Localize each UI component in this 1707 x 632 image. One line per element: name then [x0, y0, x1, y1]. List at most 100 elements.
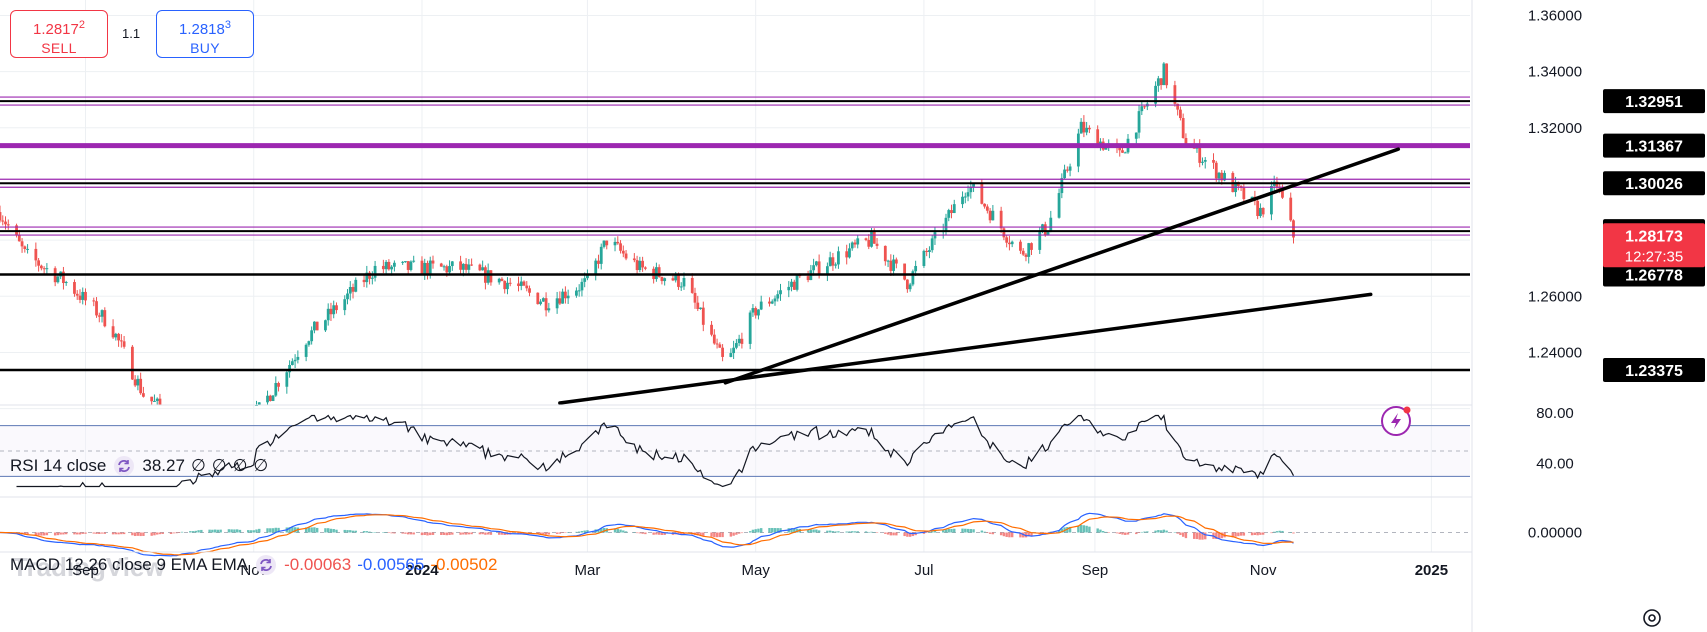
macd-hist-bar [233, 529, 236, 533]
refresh-icon[interactable] [114, 456, 135, 476]
candle-body [459, 261, 462, 270]
sell-button[interactable]: 1.28172 SELL [10, 10, 108, 58]
macd-hist-bar [1154, 530, 1157, 533]
candle-body [638, 260, 642, 271]
lightning-icon[interactable] [1381, 406, 1411, 436]
macd-hist-bar [1140, 531, 1144, 533]
candle-body [961, 196, 964, 205]
macd-hist-bar [459, 532, 462, 535]
candle-body [712, 334, 716, 344]
macd-hist-bar [343, 529, 346, 533]
macd-hist-bar [633, 532, 636, 533]
rsi-pane [0, 404, 1472, 498]
candle-body [481, 267, 485, 271]
candle-body [1162, 63, 1166, 86]
candle-body [1220, 172, 1224, 181]
last-price-tag [1603, 223, 1705, 268]
trendlines[interactable] [558, 147, 1401, 405]
macd-hist-bar [387, 532, 391, 533]
candle-body [947, 210, 951, 218]
buy-button[interactable]: 1.28183 BUY [156, 10, 254, 58]
macd-signal-value: -0.00502 [430, 555, 498, 574]
candle-body [850, 242, 854, 249]
macd-hist-bar [999, 532, 1003, 536]
candle-body [404, 261, 407, 263]
candle-body [547, 308, 551, 311]
lightning-icon-bolt [1391, 413, 1401, 429]
settings-icon[interactable] [1643, 609, 1661, 627]
candle-body [390, 266, 394, 270]
candle-body [324, 320, 327, 331]
macd-hist-bar [969, 529, 973, 533]
misc-icons[interactable] [1381, 406, 1411, 436]
candle-body [528, 288, 531, 293]
time-tick-label: Sep [72, 562, 99, 579]
macd-hist-bar [1231, 532, 1235, 538]
candle-body [1085, 127, 1089, 133]
candle-body [274, 383, 278, 396]
candle-body [757, 309, 760, 316]
candle-body [586, 274, 589, 279]
horizontal-levels[interactable] [0, 96, 1470, 372]
macd-hist-bar [269, 528, 272, 533]
time-axis[interactable]: Sep Nov 2024 Mar May Jul Sep Nov 2025 [0, 551, 1661, 627]
macd-hist-bar [503, 532, 506, 535]
candle-body [1024, 254, 1028, 257]
macd-hist-bar [349, 530, 352, 533]
candle-body [1181, 118, 1185, 139]
macd-hist-bar [53, 532, 57, 536]
candle-body [420, 260, 424, 275]
candle-body [1173, 85, 1177, 104]
candle-body [1002, 228, 1006, 238]
refresh-icon[interactable] [256, 555, 277, 575]
candle-body [315, 321, 319, 331]
candle-body [759, 301, 763, 310]
price-axis[interactable]: 1.36000 1.34000 1.32000 1.26000 1.24000 80.00… [1471, 0, 1582, 632]
macd-hist-bar [696, 532, 699, 536]
macd-hist-bar [845, 531, 848, 533]
macd-hist-bar [175, 532, 178, 534]
macd-hist-bar [26, 532, 29, 535]
candle-body [751, 308, 755, 313]
candle-body [1143, 106, 1146, 108]
candle-body [448, 266, 451, 273]
macd-hist-bar [737, 532, 741, 534]
candle-body [1212, 159, 1215, 163]
candle-body [428, 260, 432, 275]
time-tick-label: 2024 [405, 562, 439, 579]
macd-hist-bar [663, 532, 666, 535]
macd-hist-bar [1126, 532, 1130, 535]
candle-body [693, 292, 697, 303]
time-tick-label: May [742, 562, 771, 579]
macd-hist-bar [92, 532, 95, 534]
candle-body [864, 238, 868, 240]
tradingview-watermark: TradingView [12, 552, 165, 582]
macd-hist-bar [1121, 532, 1124, 535]
macd-hist-bar [748, 531, 752, 533]
macd-hist-bar [45, 532, 49, 536]
candle-body [348, 287, 352, 294]
trendline[interactable] [558, 292, 1373, 405]
macd-hist-bar [933, 530, 937, 533]
candle-body [795, 274, 799, 290]
macd-hist-bar [368, 531, 371, 533]
candle-body [682, 277, 686, 287]
candle-body [304, 344, 308, 357]
macd-legend[interactable]: MACD 12 26 close 9 EMA EMA -0.00063 -0.0… [10, 555, 497, 575]
candle-body [701, 307, 705, 325]
macd-hist-bar [274, 527, 277, 533]
trendline[interactable] [723, 147, 1401, 385]
candle-body [290, 361, 294, 366]
rsi-legend[interactable]: RSI 14 close 38.27 ∅ ∅ ∅ ∅ [10, 456, 268, 476]
candle-body [296, 356, 300, 360]
time-tick-label: Sep [1082, 562, 1109, 579]
macd-hist-bar [853, 531, 857, 533]
rsi-value: 38.27 [142, 456, 185, 475]
candle-body [580, 281, 584, 291]
candle-body [293, 359, 297, 362]
macd-hist-bar [555, 532, 559, 534]
macd-hist-bar [757, 528, 760, 533]
macd-hist-bar [1066, 527, 1069, 533]
macd-hist-bar [111, 532, 115, 535]
